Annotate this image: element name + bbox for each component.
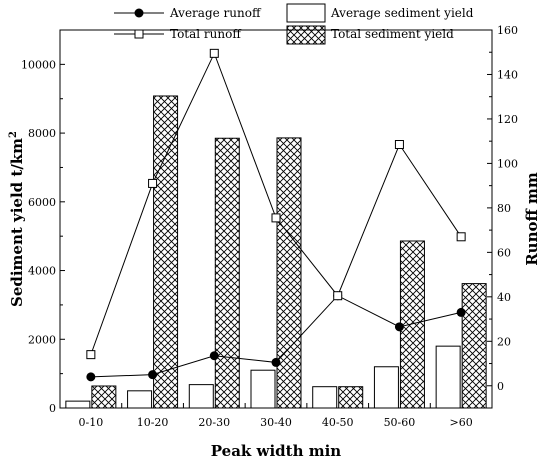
legend-label-total-runoff: Total runoff: [170, 27, 242, 41]
point-average-runoff-10-20: [148, 370, 158, 380]
legend-item-average-runoff: Average runoff: [114, 6, 262, 20]
x-tick-label-50-60: 50-60: [384, 416, 416, 429]
bar-average-sediment-yield-50-60: [373, 366, 399, 409]
legend-label-average-runoff: Average runoff: [169, 6, 262, 20]
right-tick-label: 120: [497, 113, 518, 126]
right-tick-label: 80: [497, 202, 511, 215]
right-tick-label: 100: [497, 157, 518, 170]
point-average-runoff-20-30: [209, 351, 219, 361]
right-tick-label: 20: [497, 335, 511, 348]
bar-total-sediment-yield-50-60: [399, 240, 425, 409]
legend-item-average-sediment-yield: Average sediment yield: [286, 3, 474, 23]
x-tick-label-40-50: 40-50: [322, 416, 354, 429]
left-tick-label: 6000: [28, 196, 56, 209]
bar-average-sediment-yield-0-10: [65, 400, 91, 409]
legend-label-average-sediment-yield: Average sediment yield: [330, 6, 474, 20]
left-tick-label: 4000: [28, 265, 56, 278]
x-tick-label-10-20: 10-20: [137, 416, 169, 429]
left-axis-title-main: Sediment yield t/km: [8, 138, 26, 307]
series-average-sediment-yield: [65, 345, 461, 409]
legend-swatch-total-sediment-yield: [286, 25, 326, 45]
left-tick-label: 2000: [28, 333, 56, 346]
left-axis-title-superscript: 2: [8, 131, 19, 138]
bar-total-sediment-yield-20-30: [214, 137, 240, 409]
point-average-runoff-0-10: [86, 372, 96, 382]
point-total-runoff-40-50: [333, 291, 343, 301]
plot-frame: [59, 29, 493, 409]
bar-total-sediment-yield-0-10: [91, 385, 117, 409]
bar-average-sediment-yield-30-40: [250, 369, 276, 409]
legend-marker-average-runoff: [134, 8, 144, 18]
right-tick-label: 0: [497, 380, 504, 393]
point-total-runoff-30-40: [271, 213, 281, 223]
legend-item-total-runoff: Total runoff: [114, 27, 242, 41]
legend: Average runoff Average sediment yield To…: [114, 3, 474, 45]
x-axis-title: Peak width min: [211, 442, 341, 460]
bar-total-sediment-yield-30-40: [276, 137, 302, 409]
series-total-sediment-yield: [91, 95, 487, 409]
point-total-runoff-20-30: [209, 48, 219, 58]
bar-total-sediment-yield-40-50: [338, 386, 364, 409]
legend-label-total-sediment-yield: Total sediment yield: [331, 27, 454, 41]
bar-average-sediment-yield-20-30: [188, 384, 214, 409]
bar-average-sediment-yield-40-50: [312, 386, 338, 409]
point-total-runoff-60: [456, 232, 466, 242]
left-axis: 0 2000 4000 6000 8000 10000: [21, 29, 65, 415]
x-tick-label-60: >60: [450, 416, 473, 429]
runoff-lines: [86, 48, 466, 382]
right-axis-title: Runoff mm: [523, 172, 541, 266]
bar-average-sediment-yield-60: [435, 345, 461, 409]
point-average-runoff-50-60: [394, 322, 404, 332]
point-average-runoff-60: [456, 307, 466, 317]
bar-average-sediment-yield-10-20: [127, 390, 153, 409]
x-tick-label-20-30: 20-30: [198, 416, 230, 429]
right-tick-label: 60: [497, 246, 511, 259]
legend-item-total-sediment-yield: Total sediment yield: [286, 25, 454, 45]
legend-marker-total-runoff: [134, 29, 144, 39]
bar-total-sediment-yield-60: [461, 283, 487, 409]
left-tick-label: 0: [49, 402, 56, 415]
point-average-runoff-30-40: [271, 357, 281, 367]
x-tick-label-0-10: 0-10: [78, 416, 103, 429]
x-tick-label-30-40: 30-40: [260, 416, 292, 429]
right-tick-label: 40: [497, 291, 511, 304]
point-total-runoff-0-10: [86, 350, 96, 360]
x-axis: 0-10 10-20 20-30 30-40 40-50 50-60 >60: [78, 403, 473, 429]
bar-total-sediment-yield-10-20: [153, 95, 179, 409]
point-total-runoff-50-60: [394, 140, 404, 150]
left-axis-title: Sediment yield t/km2: [8, 131, 26, 307]
point-total-runoff-10-20: [148, 178, 158, 188]
right-axis: 0 20 40 60 80 100 120 140 160: [487, 24, 518, 409]
left-tick-label: 10000: [21, 58, 56, 71]
right-tick-label: 140: [497, 68, 518, 81]
left-tick-label: 8000: [28, 127, 56, 140]
right-tick-label: 160: [497, 24, 518, 37]
legend-swatch-average-sediment-yield: [286, 3, 326, 23]
